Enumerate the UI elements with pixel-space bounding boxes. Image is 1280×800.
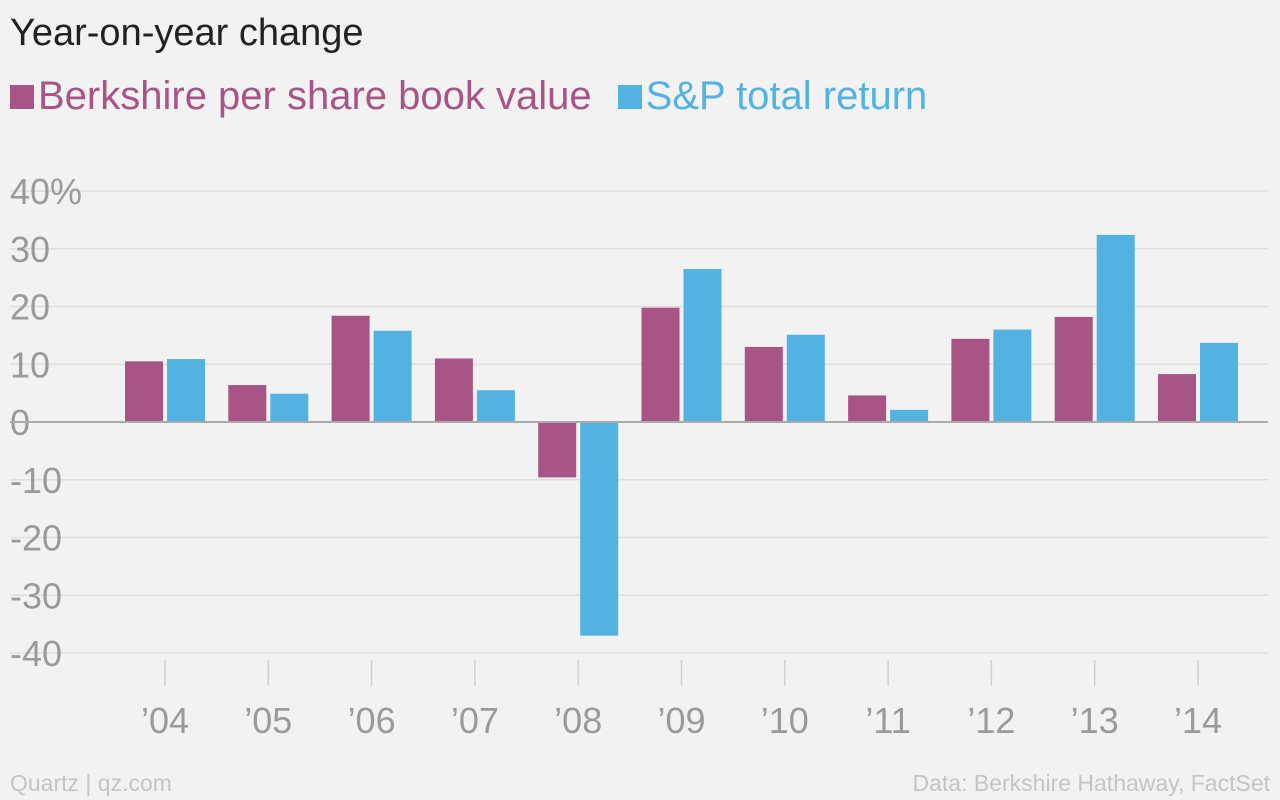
bar-sp (476, 390, 515, 422)
bar-berkshire (125, 361, 163, 422)
legend-label-sp: S&P total return (645, 74, 928, 118)
legend-swatch-sp (617, 84, 642, 109)
chart-title: Year-on-year change (10, 12, 364, 54)
bar-sp (167, 359, 205, 422)
legend-item-berkshire: Berkshire per share book value (10, 74, 592, 119)
bar-sp (1200, 342, 1238, 422)
y-tick-label: 10 (10, 344, 50, 385)
bar-berkshire (228, 385, 267, 422)
bar-sp (373, 330, 412, 422)
x-tick-label: ’06 (348, 700, 396, 741)
legend-label-berkshire: Berkshire per share book value (38, 74, 592, 118)
bar-sp (993, 329, 1032, 422)
y-tick-label: -30 (10, 575, 62, 616)
bar-sp (786, 334, 825, 422)
bar-berkshire (434, 358, 473, 422)
y-tick-label: -40 (10, 633, 62, 674)
x-tick-label: ’11 (865, 700, 910, 741)
bar-sp (580, 422, 619, 636)
legend-swatch-berkshire (10, 84, 34, 109)
y-tick-label: 40% (10, 171, 82, 212)
x-tick-label: ’10 (761, 700, 809, 741)
footer-source-right: Data: Berkshire Hathaway, FactSet (912, 770, 1271, 796)
x-tick-label: ’05 (244, 700, 292, 741)
x-tick-label: ’04 (141, 700, 189, 741)
bar-sp (1096, 234, 1135, 422)
bar-berkshire (848, 395, 887, 422)
y-tick-label: 30 (10, 229, 50, 270)
x-tick-label: ’14 (1174, 700, 1222, 741)
y-tick-label: -10 (10, 460, 62, 501)
bar-sp (683, 268, 722, 422)
x-tick-label: ’08 (554, 700, 602, 741)
bar-berkshire (1158, 374, 1196, 422)
bar-berkshire (538, 422, 577, 478)
bar-berkshire (331, 315, 370, 422)
bar-berkshire (951, 338, 990, 422)
bar-berkshire (1054, 316, 1093, 422)
x-tick-label: ’13 (1071, 700, 1119, 741)
bar-berkshire (744, 346, 783, 422)
x-tick-label: ’12 (967, 700, 1015, 741)
footer-source-left: Quartz | qz.com (10, 770, 172, 796)
bar-berkshire (641, 307, 680, 422)
y-tick-label: 20 (10, 287, 50, 328)
chart-legend: Berkshire per share book value S&P total… (10, 74, 953, 119)
x-tick-label: ’07 (451, 700, 499, 741)
legend-item-sp: S&P total return (617, 74, 928, 119)
bar-sp (890, 409, 929, 422)
bar-sp (270, 393, 309, 422)
x-tick-label: ’09 (657, 700, 705, 741)
y-tick-label: -20 (10, 518, 62, 559)
